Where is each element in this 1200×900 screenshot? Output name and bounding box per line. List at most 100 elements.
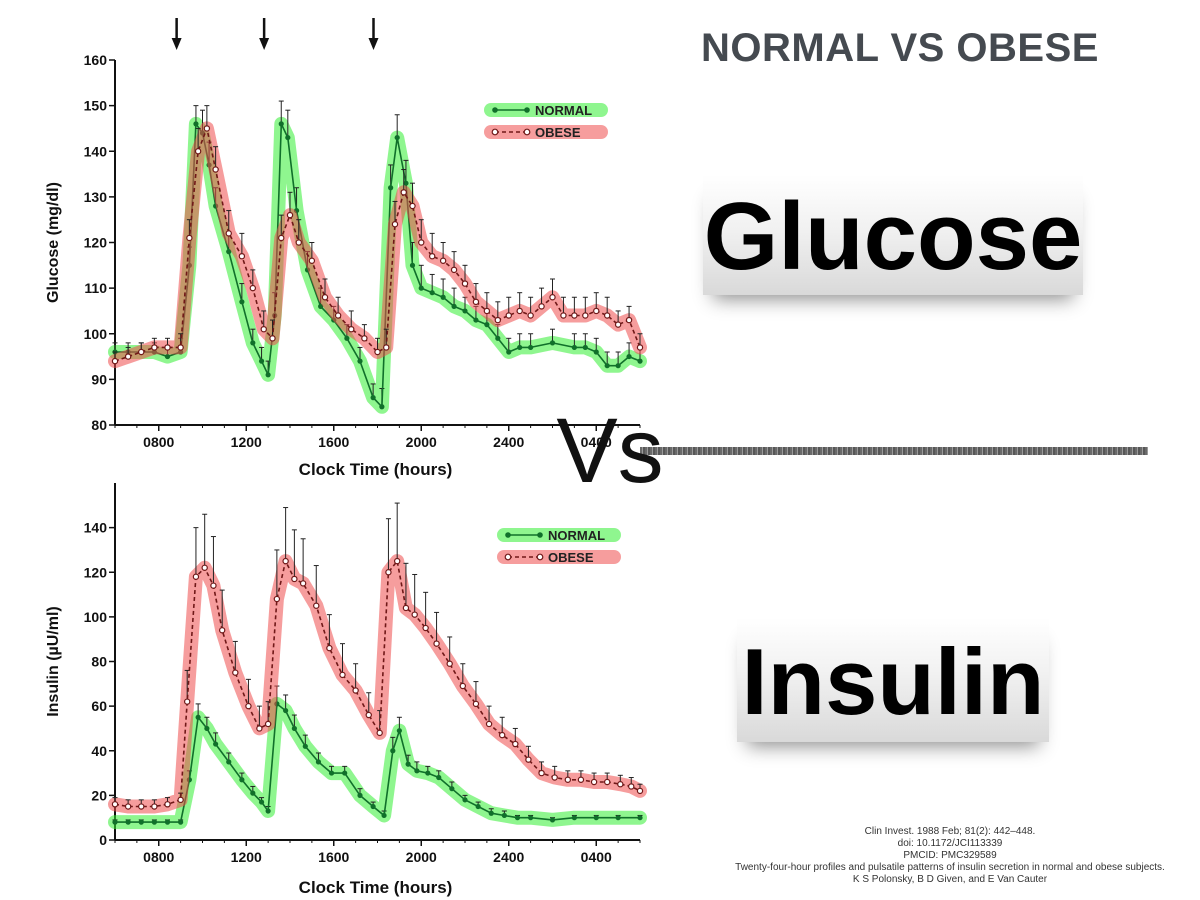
- insulin-obese-point: [617, 781, 624, 788]
- insulin-obese-point: [459, 682, 467, 690]
- insulin-obese-point: [498, 731, 506, 739]
- glucose-obese-point: [269, 335, 276, 342]
- insulin-normal-point: [637, 815, 643, 821]
- insulin-obese-point: [485, 720, 493, 728]
- insulin-chart: 0 20 40 60 80 100 120 140 0800 1200 1600 2000 2400 04…: [45, 483, 647, 897]
- glucose-obese-point: [164, 344, 171, 351]
- insulin-normal-point: [593, 815, 599, 821]
- insulin-obese-point: [138, 803, 145, 810]
- glucose-y-axis-label: Glucose (mg/dl): [45, 182, 62, 303]
- glucose-obese-point: [439, 257, 447, 264]
- glucose-obese-point: [295, 239, 302, 246]
- insulin-normal-point: [405, 761, 411, 767]
- insulin-obese-point: [218, 627, 226, 634]
- insulin-legend-marker: [537, 532, 543, 538]
- glucose-obese-point: [472, 298, 480, 306]
- glucose-normal-point: [582, 344, 588, 351]
- insulin-obese-point: [352, 687, 359, 694]
- insulin-normal-point: [164, 819, 171, 825]
- insulin-normal-point: [549, 817, 556, 823]
- insulin-obese-point: [256, 725, 263, 732]
- insulin-normal-point: [291, 725, 297, 732]
- glucose-obese-point: [494, 316, 502, 324]
- glucose-normal-point: [394, 134, 400, 141]
- insulin-y-tick-label: 140: [84, 520, 108, 536]
- glucose-normal-point: [528, 344, 534, 351]
- glucose-y-tick-label: 90: [91, 371, 107, 387]
- glucose-obese-point: [212, 166, 219, 173]
- glucose-obese-point: [571, 312, 578, 319]
- insulin-legend-marker: [536, 553, 544, 561]
- glucose-x-tick-label: 1200: [231, 434, 262, 450]
- insulin-obese-point: [183, 698, 191, 705]
- insulin-series-normal: [108, 685, 647, 830]
- insulin-normal-point: [488, 810, 494, 816]
- glucose-normal-point: [409, 262, 416, 268]
- glucose-legend-normal: NORMAL: [484, 103, 608, 118]
- glucose-obese-point: [374, 348, 381, 356]
- glucose-legend-marker: [523, 128, 531, 136]
- glucose-normal-point: [370, 395, 376, 401]
- insulin-x-axis-label: Clock Time (hours): [299, 878, 453, 897]
- glucose-x-tick-label: 0400: [581, 434, 612, 450]
- glucose-obese-point: [249, 284, 257, 292]
- glucose-normal-point: [258, 358, 265, 364]
- glucose-normal-point: [388, 185, 394, 191]
- glucose-normal-point: [278, 121, 284, 127]
- glucose-obese-point: [549, 294, 556, 301]
- glucose-legend-obese: OBESE: [484, 125, 608, 140]
- glucose-normal-point: [239, 299, 245, 305]
- glucose-normal-point: [226, 249, 232, 255]
- glucose-obese-point: [636, 344, 644, 351]
- glucose-normal-point: [193, 121, 199, 127]
- glucose-legend-marker: [491, 128, 499, 136]
- insulin-obese-point: [201, 564, 208, 571]
- glucose-obese-point: [383, 344, 390, 351]
- insulin-legend-label: OBESE: [548, 550, 594, 565]
- glucose-normal-point: [418, 285, 424, 291]
- glucose-obese-point: [625, 316, 633, 324]
- insulin-y-axis-label: Insulin (µU/ml): [45, 606, 62, 717]
- insulin-obese-point: [472, 700, 480, 708]
- insulin-normal-point: [396, 728, 402, 734]
- insulin-normal-point: [414, 768, 420, 774]
- insulin-obese-point: [577, 776, 585, 783]
- glucose-obese-point: [418, 239, 425, 246]
- insulin-obese-point: [291, 575, 298, 583]
- insulin-obese-point: [590, 778, 598, 786]
- insulin-obese-point: [551, 774, 558, 781]
- glucose-normal-point: [344, 335, 350, 341]
- glucose-normal-point: [164, 353, 171, 360]
- insulin-obese-point: [177, 796, 184, 804]
- insulin-normal-point: [381, 812, 387, 819]
- glucose-obese-point: [560, 312, 567, 319]
- glucose-x-tick-label: 1600: [318, 434, 349, 450]
- insulin-normal-point: [342, 770, 348, 776]
- glucose-obese-point: [614, 321, 622, 328]
- glucose-obese-point: [603, 312, 611, 319]
- insulin-normal-point: [425, 770, 431, 776]
- slide-title: NORMAL VS OBESE: [701, 26, 1099, 70]
- insulin-series-obese: [108, 502, 647, 814]
- glucose-normal-point: [484, 322, 490, 328]
- insulin-normal-point: [328, 770, 335, 776]
- insulin-normal-point: [204, 725, 210, 732]
- insulin-obese-point: [564, 776, 572, 783]
- insulin-normal-point: [125, 819, 131, 825]
- insulin-obese-point: [628, 783, 635, 790]
- insulin-obese-point: [313, 602, 320, 609]
- glucose-normal-point: [637, 358, 643, 364]
- glucose-normal-point: [549, 340, 556, 346]
- insulin-normal-point: [370, 803, 376, 810]
- glucose-obese-point: [527, 312, 534, 319]
- insulin-normal-point: [151, 819, 157, 825]
- insulin-legend-label: NORMAL: [548, 528, 605, 543]
- insulin-y-tick-label: 20: [91, 787, 107, 803]
- insulin-obese-line: [114, 560, 641, 808]
- insulin-obese-point: [111, 801, 119, 808]
- insulin-normal-point: [501, 812, 507, 819]
- glucose-meal-arrow-head: [368, 38, 379, 50]
- insulin-normal-point: [449, 786, 455, 792]
- insulin-normal-point: [138, 819, 144, 825]
- insulin-x-tick-label: 0400: [581, 849, 612, 865]
